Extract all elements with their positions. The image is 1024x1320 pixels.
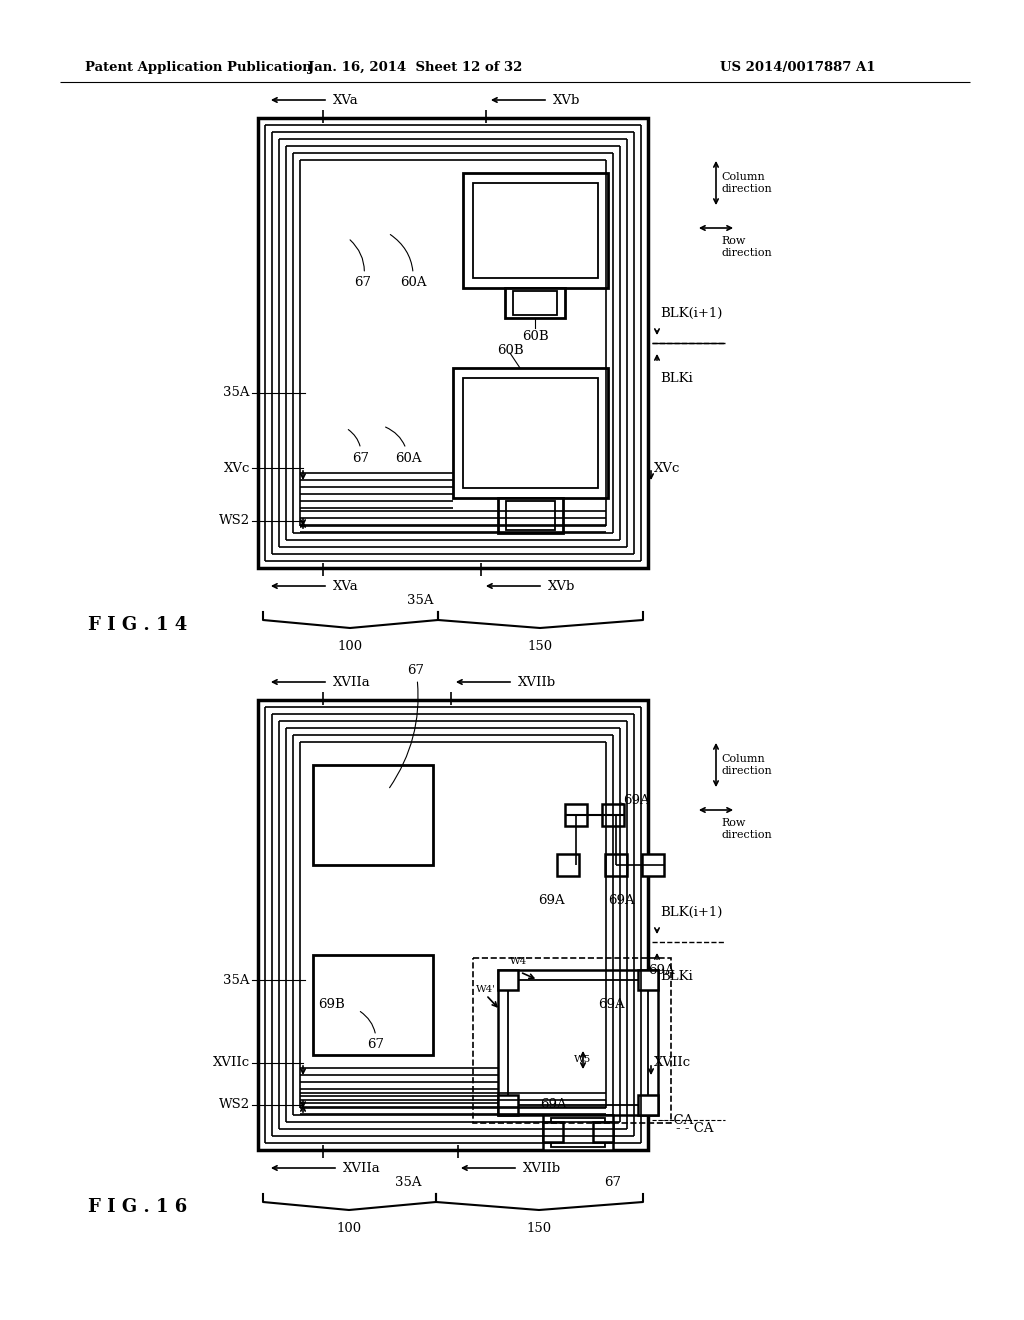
Text: 60A: 60A <box>390 235 426 289</box>
Text: W4': W4' <box>476 986 496 994</box>
Text: XVb: XVb <box>548 579 575 593</box>
Text: 69A: 69A <box>538 894 564 907</box>
Bar <box>506 502 555 531</box>
Text: WS2: WS2 <box>219 1098 250 1111</box>
Bar <box>258 700 648 1150</box>
Text: 100: 100 <box>338 640 362 653</box>
Bar <box>602 804 624 826</box>
Bar <box>505 288 565 318</box>
Bar <box>638 970 658 990</box>
Text: XVc: XVc <box>654 462 680 474</box>
Text: 69A: 69A <box>540 1098 566 1111</box>
Bar <box>313 954 433 1055</box>
Text: Patent Application Publication: Patent Application Publication <box>85 62 311 74</box>
Text: WS2: WS2 <box>219 515 250 528</box>
Text: XVIIa: XVIIa <box>333 676 371 689</box>
Text: 35A: 35A <box>223 387 250 400</box>
Text: F I G . 1 6: F I G . 1 6 <box>88 1199 187 1216</box>
Bar <box>473 958 671 1123</box>
Bar <box>593 1122 613 1142</box>
Bar <box>463 378 598 488</box>
Text: BLK(i+1): BLK(i+1) <box>660 306 722 319</box>
Text: XVIIb: XVIIb <box>523 1162 561 1175</box>
Text: XVa: XVa <box>333 94 358 107</box>
Text: XVIIc: XVIIc <box>213 1056 250 1069</box>
Bar <box>498 970 658 1115</box>
Bar <box>463 173 608 288</box>
Text: Column
direction: Column direction <box>721 172 772 194</box>
Bar <box>543 1122 563 1142</box>
Text: 67: 67 <box>360 1011 384 1052</box>
Bar <box>557 854 579 876</box>
Text: Column
direction: Column direction <box>721 754 772 776</box>
Text: 35A: 35A <box>407 594 433 607</box>
Text: 35A: 35A <box>394 1176 421 1189</box>
Text: BLKi: BLKi <box>660 371 693 384</box>
Text: Jan. 16, 2014  Sheet 12 of 32: Jan. 16, 2014 Sheet 12 of 32 <box>308 62 522 74</box>
Bar <box>498 498 563 533</box>
Text: F I G . 1 4: F I G . 1 4 <box>88 616 187 634</box>
Text: XVIIa: XVIIa <box>343 1162 381 1175</box>
Bar <box>498 1096 518 1115</box>
Text: 69A: 69A <box>608 894 635 907</box>
Bar <box>513 290 557 315</box>
Text: 69A: 69A <box>623 793 649 807</box>
Bar <box>498 970 518 990</box>
Text: XVIIb: XVIIb <box>518 676 556 689</box>
Text: BLKi: BLKi <box>660 970 693 983</box>
Text: W4: W4 <box>510 957 527 966</box>
Text: US 2014/0017887 A1: US 2014/0017887 A1 <box>720 62 876 74</box>
Text: XVc: XVc <box>223 462 250 474</box>
Text: - -CA: - -CA <box>660 1114 693 1126</box>
Text: 150: 150 <box>527 640 553 653</box>
Text: XVIIc: XVIIc <box>654 1056 691 1069</box>
Bar <box>453 368 608 498</box>
Text: Row
direction: Row direction <box>721 236 772 257</box>
Text: XVb: XVb <box>553 94 581 107</box>
Bar <box>473 183 598 279</box>
Text: 60A: 60A <box>386 428 421 465</box>
Text: 69A: 69A <box>648 964 675 977</box>
Bar <box>551 1118 605 1147</box>
Bar <box>313 766 433 865</box>
Bar <box>638 1096 658 1115</box>
Bar <box>543 1115 613 1150</box>
Text: 150: 150 <box>526 1222 552 1236</box>
Bar <box>605 854 627 876</box>
Text: 67: 67 <box>604 1176 622 1189</box>
Text: 60B: 60B <box>521 330 548 343</box>
Text: 67: 67 <box>350 240 372 289</box>
Bar <box>565 804 587 826</box>
Text: 35A: 35A <box>223 974 250 986</box>
Text: Row
direction: Row direction <box>721 818 772 840</box>
Text: 69B: 69B <box>318 998 345 1011</box>
Text: 69A: 69A <box>598 998 625 1011</box>
Text: 60B: 60B <box>497 343 523 356</box>
Text: W5: W5 <box>574 1056 592 1064</box>
Text: XVa: XVa <box>333 579 358 593</box>
Bar <box>508 979 648 1105</box>
Text: 67: 67 <box>348 429 370 465</box>
Text: - - CA: - - CA <box>676 1122 714 1134</box>
Bar <box>258 117 648 568</box>
Bar <box>642 854 664 876</box>
Text: BLK(i+1): BLK(i+1) <box>660 906 722 919</box>
Text: 67: 67 <box>389 664 425 788</box>
Text: 100: 100 <box>337 1222 361 1236</box>
